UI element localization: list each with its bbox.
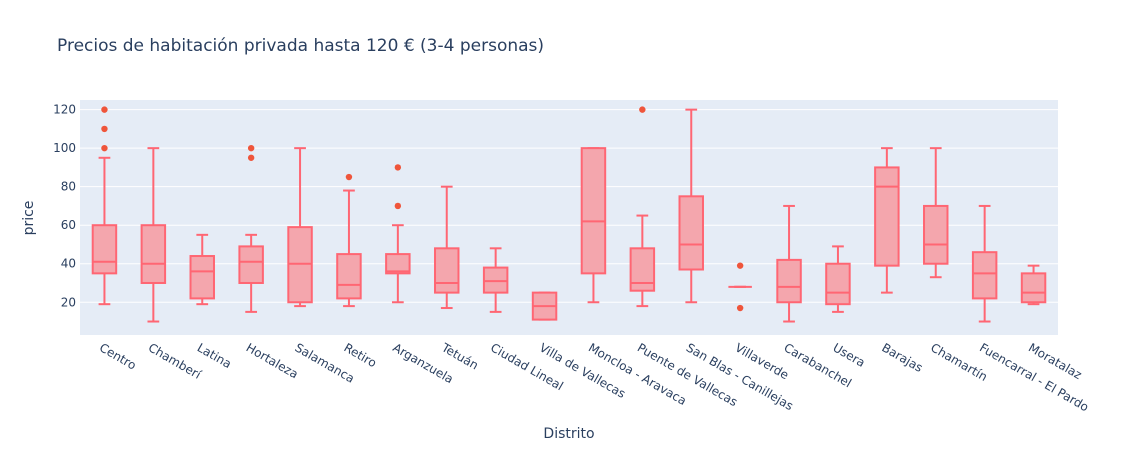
box-20 xyxy=(1020,264,1047,306)
x-tick-label-2: Chamberí xyxy=(146,340,204,382)
x-tick-label-17: Barajas xyxy=(879,340,925,375)
box-9 xyxy=(482,247,509,313)
box-iqr xyxy=(140,224,167,284)
box-8 xyxy=(434,185,460,310)
y-tick-label-100: 100 xyxy=(53,141,76,155)
box-iqr xyxy=(825,262,851,306)
box-17 xyxy=(874,147,900,294)
outlier-point xyxy=(736,304,744,312)
x-tick-label-6: Retiro xyxy=(341,340,379,370)
outlier-point xyxy=(247,154,255,161)
box-iqr xyxy=(629,247,656,292)
box-iqr xyxy=(580,147,607,275)
y-tick-labels: 20 40 60 80 100 120 xyxy=(53,103,76,310)
box-iqr xyxy=(189,255,215,300)
box-13 xyxy=(678,108,704,304)
y-tick-label-120: 120 xyxy=(53,103,76,117)
box-14 xyxy=(728,262,752,312)
y-tick-label-60: 60 xyxy=(61,218,76,232)
outlier-point xyxy=(101,106,108,113)
y-tick-label-20: 20 xyxy=(61,295,76,309)
box-16 xyxy=(825,245,851,313)
box-11 xyxy=(580,147,607,304)
x-tick-label-3: Latina xyxy=(195,340,234,371)
box-10 xyxy=(531,291,558,321)
x-axis-title: Distrito xyxy=(543,426,594,442)
outlier-point xyxy=(394,164,402,171)
box-2 xyxy=(140,147,167,323)
box-iqr xyxy=(971,251,998,300)
x-tick-label-16: Usera xyxy=(830,340,867,369)
outlier-point xyxy=(101,125,108,133)
box-1 xyxy=(91,106,118,306)
box-7 xyxy=(385,164,411,304)
box-iqr xyxy=(1020,272,1047,304)
box-iqr xyxy=(336,253,362,300)
y-tick-label-40: 40 xyxy=(61,257,76,271)
box-iqr xyxy=(776,258,802,304)
box-12 xyxy=(629,106,656,308)
box-iqr xyxy=(434,247,460,294)
box-5 xyxy=(287,147,313,308)
box-iqr xyxy=(923,204,949,265)
box-18 xyxy=(923,147,949,279)
x-tick-label-1: Centro xyxy=(97,340,139,372)
box-iqr xyxy=(678,195,704,271)
x-tick-label-10: Villa de Vallecas xyxy=(537,340,628,401)
box-3 xyxy=(189,233,215,306)
outlier-point xyxy=(394,202,402,210)
outlier-point xyxy=(345,173,353,181)
box-6 xyxy=(336,173,362,308)
box-iqr xyxy=(385,253,411,275)
box-4 xyxy=(238,144,264,313)
x-tick-label-4: Hortaleza xyxy=(244,340,301,381)
outlier-point xyxy=(736,262,744,269)
box-iqr xyxy=(874,166,900,267)
y-tick-label-80: 80 xyxy=(61,180,76,194)
box-19 xyxy=(971,204,998,323)
box-iqr xyxy=(238,245,264,284)
outlier-point xyxy=(639,106,646,113)
chart-title: Precios de habitación privada hasta 120 … xyxy=(57,36,544,56)
outlier-point xyxy=(247,144,255,152)
y-axis-title: price xyxy=(21,201,37,236)
boxes xyxy=(91,106,1047,323)
plot-area xyxy=(80,100,1058,335)
box-iqr xyxy=(91,224,118,275)
box-15 xyxy=(776,204,802,323)
outlier-point xyxy=(101,144,108,152)
